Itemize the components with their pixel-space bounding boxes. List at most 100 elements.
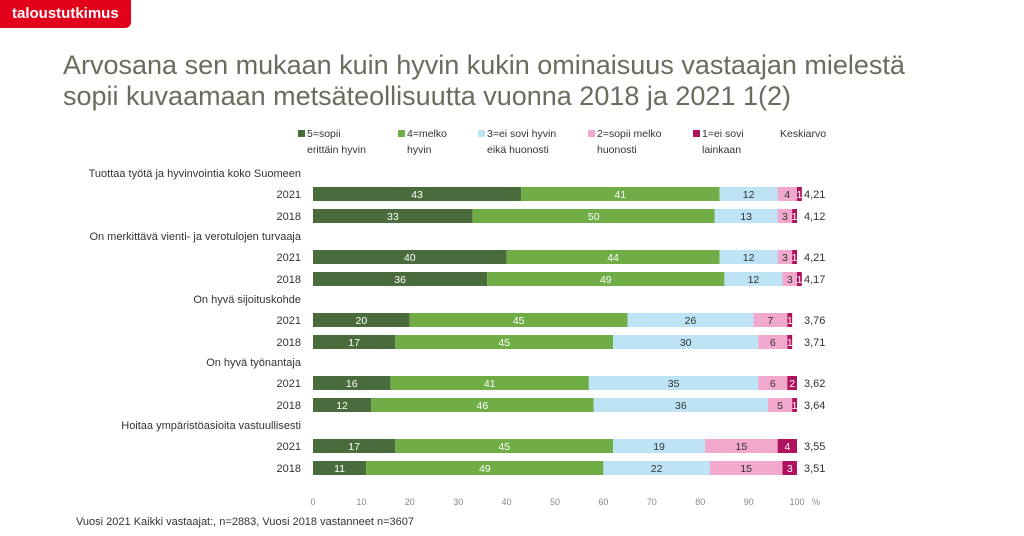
bar-segment [603,461,710,475]
year-label: 2021 [277,378,301,390]
category-label: On merkittävä vienti- ja verotulojen tur… [89,231,301,243]
segment-value-label: 11 [334,463,345,475]
average-value: 3,64 [804,400,825,412]
segment-value-label: 1 [792,252,798,264]
segment-value-label: 16 [346,378,358,390]
bar-segment [719,250,778,264]
bar-segment [777,250,793,264]
segment-value-label: 19 [653,441,665,453]
title-line-2: sopii kuvaamaan metsäteollisuutta vuonna… [63,81,791,111]
legend-label: 5=sopii [307,128,341,140]
bar-segment [395,335,614,349]
segment-value-label: 17 [348,337,360,349]
legend-label: erittäin hyvin [307,144,366,156]
segment-value-label: 13 [740,211,752,223]
average-value: 4,21 [804,252,825,264]
segment-value-label: 15 [735,441,747,453]
bar-segment [472,209,715,223]
average-value: 4,17 [804,274,825,286]
bar-segment [777,187,797,201]
segment-value-label: 7 [767,315,773,327]
page-title: Arvosana sen mukaan kuin hyvin kukin omi… [63,50,1003,112]
bar-segment [777,439,797,453]
year-label: 2018 [277,400,301,412]
segment-value-label: 3 [782,252,788,264]
bar-segment [787,376,797,390]
bar-segment [797,187,802,201]
x-tick-label: 90 [744,497,754,507]
segment-value-label: 1 [796,189,802,201]
bar-segment [613,335,759,349]
bar-segment [714,209,778,223]
legend-label: 1=ei sovi [702,128,744,140]
legend-swatch [693,130,700,137]
segment-value-label: 1 [792,400,798,412]
segment-value-label: 46 [477,400,489,412]
category-label: Hoitaa ympäristöasioita vastuullisesti [121,420,301,432]
bar-segment [313,461,367,475]
segment-value-label: 4 [784,441,790,453]
average-value: 3,51 [804,463,825,475]
x-tick-label: 10 [356,497,366,507]
bar-segment [313,313,410,327]
average-value: 3,71 [804,337,825,349]
title-line-1: Arvosana sen mukaan kuin hyvin kukin omi… [63,50,905,80]
segment-value-label: 1 [787,337,793,349]
bar-segment [797,272,802,286]
year-label: 2018 [277,463,301,475]
segment-value-label: 43 [411,189,423,201]
bar-segment [782,272,797,286]
segment-value-label: 49 [600,274,612,286]
bar-segment [792,250,797,264]
legend-label: eikä huonosti [487,144,549,156]
bar-segment [719,187,778,201]
legend-swatch [588,130,595,137]
segment-value-label: 4 [784,189,790,201]
legend-swatch [478,130,485,137]
segment-value-label: 41 [614,189,626,201]
legend-label: 2=sopii melko [597,128,662,140]
bar-segment [792,398,797,412]
average-header: Keskiarvo [780,128,826,140]
segment-value-label: 36 [675,400,687,412]
bar-segment [313,187,522,201]
year-label: 2021 [277,189,301,201]
segment-value-label: 45 [498,337,510,349]
average-value: 4,21 [804,189,825,201]
legend-swatch [298,130,305,137]
x-tick-label: 40 [502,497,512,507]
segment-value-label: 45 [498,441,510,453]
bar-segment [787,313,793,327]
segment-value-label: 40 [404,252,416,264]
bar-segment [313,398,372,412]
segment-value-label: 44 [607,252,619,264]
segment-value-label: 6 [770,337,776,349]
category-label: On hyvä työnantaja [206,357,302,369]
year-label: 2018 [277,211,301,223]
legend-label: huonosti [597,144,637,156]
bar-segment [758,335,788,349]
segment-value-label: 15 [740,463,752,475]
bar-segment [313,250,507,264]
bar-segment [409,313,628,327]
average-value: 3,76 [804,315,825,327]
bar-segment [313,209,473,223]
x-tick-label: 30 [453,497,463,507]
segment-value-label: 12 [748,274,760,286]
segment-value-label: 12 [743,252,755,264]
bar-segment [506,250,720,264]
segment-value-label: 36 [394,274,406,286]
bar-segment [782,461,797,475]
segment-value-label: 50 [588,211,600,223]
bar-segment [395,439,614,453]
legend-label: hyvin [407,144,432,156]
bar-segment [366,461,604,475]
segment-value-label: 12 [743,189,755,201]
x-unit-label: % [812,497,820,507]
segment-value-label: 1 [792,211,798,223]
x-tick-label: 50 [550,497,560,507]
bar-segment [724,272,783,286]
bar-segment [767,398,793,412]
footnote: Vuosi 2021 Kaikki vastaajat:, n=2883, Vu… [76,516,414,528]
